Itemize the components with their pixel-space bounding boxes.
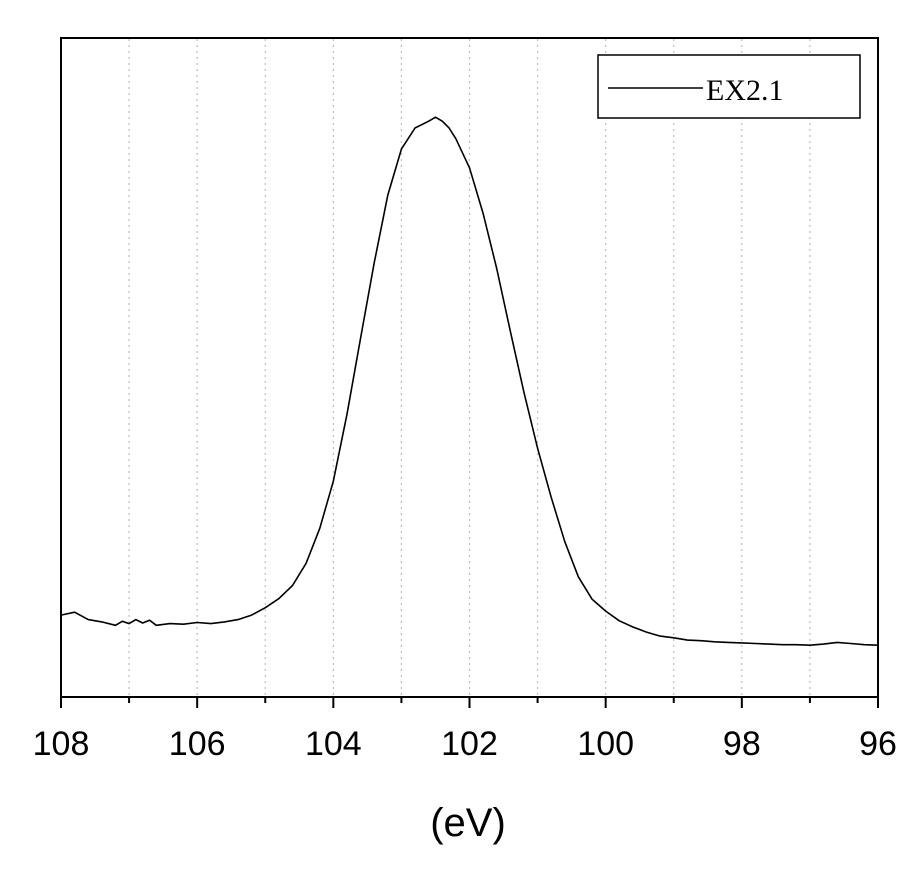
x-tick-label-100: 100 — [577, 725, 634, 763]
x-tick-label-108: 108 — [33, 725, 90, 763]
legend-label-ex2-1: EX2.1 — [706, 74, 784, 107]
x-axis-title: (eV) — [430, 801, 506, 845]
x-tick-label-96: 96 — [859, 725, 897, 763]
x-tick-label-104: 104 — [305, 725, 362, 763]
x-tick-label-106: 106 — [169, 725, 226, 763]
x-tick-label-102: 102 — [441, 725, 498, 763]
legend: EX2.1 — [598, 55, 860, 118]
x-tick-label-98: 98 — [723, 725, 761, 763]
